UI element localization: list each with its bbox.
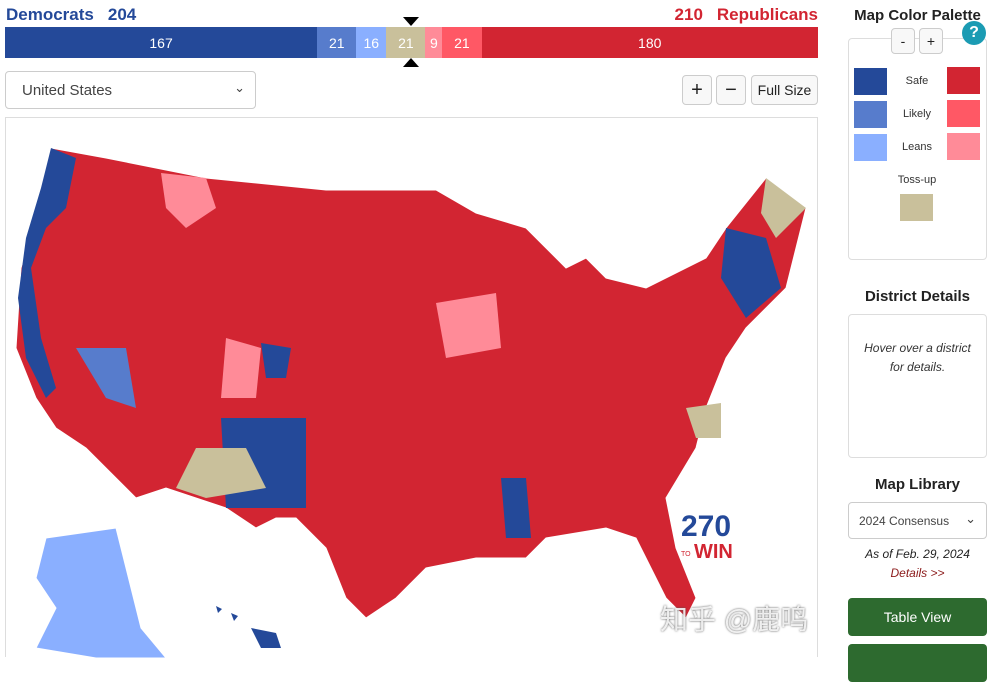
us-map-svg[interactable]: 270 TO WIN [6,118,819,659]
state-select-value: United States [22,82,113,99]
logo-to: TO [681,551,691,558]
palette-plus-button[interactable]: + [919,28,943,54]
district-group-ms-dem[interactable] [501,478,531,538]
district-details-title: District Details [864,288,971,305]
palette-title: Map Color Palette [854,7,981,24]
republicans-total: 210 Republicans [675,5,818,25]
logo-270: 270 [681,510,731,543]
bar-segment-leans-r: 9 [425,27,443,58]
label-tossup: Toss-up [897,174,937,186]
district-group-ne-dem[interactable] [721,228,781,318]
district-group-nv-likely[interactable] [76,348,136,408]
district-group-co-leans[interactable] [221,338,261,398]
green-button-lower[interactable] [848,644,987,682]
help-icon[interactable]: ? [962,21,986,45]
bar-segment-safe-r: 180 [481,27,818,58]
district-group-me-tossup[interactable] [761,178,806,238]
bar-segment-likely-d: 21 [317,27,357,58]
bar-segment-likely-r: 21 [442,27,482,58]
palette-box [848,38,987,260]
majority-marker-bottom [403,58,419,67]
label-leans: Leans [902,141,932,153]
as-of-date: As of Feb. 29, 2024 [865,547,970,561]
district-group-az-tossup[interactable] [176,448,266,498]
dem-label: Democrats [6,5,94,24]
majority-marker-top [403,17,419,26]
district-group-va-tossup[interactable] [686,403,721,438]
bar-segment-tossup: 21 [386,27,426,58]
rep-label: Republicans [716,5,818,24]
map-library-select[interactable]: 2024 Consensus ⌄ [848,502,987,539]
chevron-down-icon: ⌄ [234,80,245,95]
zoom-out-button[interactable]: − [716,75,746,105]
details-link[interactable]: Details >> [890,566,945,580]
swatch-safe-dem[interactable] [854,68,887,95]
label-likely: Likely [902,108,932,120]
district-map[interactable]: 270 TO WIN [5,117,819,659]
state-select[interactable]: United States ⌄ [5,71,256,109]
rep-count: 210 [674,5,703,24]
district-group-pacific-dem[interactable] [18,148,76,398]
map-library-title: Map Library [874,476,961,493]
dem-count: 204 [107,5,137,24]
district-group-mt-leans[interactable] [161,173,216,228]
swatch-safe-rep[interactable] [947,67,980,94]
district-group-co-dem[interactable] [261,343,291,378]
chevron-down-icon: ⌄ [965,511,976,526]
democrats-total: Democrats 204 [6,5,136,25]
seat-count-bar: 167 21 16 21 9 21 180 [5,27,818,58]
full-size-button[interactable]: Full Size [751,75,818,105]
bar-segment-safe-d: 167 [5,27,318,58]
district-group-il-leans[interactable] [436,293,501,358]
contiguous-us[interactable] [15,147,807,619]
bar-segment-leans-d: 16 [356,27,387,58]
swatch-tossup[interactable] [900,194,933,221]
hawaii[interactable] [216,606,281,648]
alaska[interactable] [35,527,168,659]
label-safe: Safe [905,75,929,87]
watermark: 知乎 @鹿鸣 [660,604,809,635]
swatch-likely-dem[interactable] [854,101,887,128]
table-view-button[interactable]: Table View [848,598,987,636]
map-library-value: 2024 Consensus [859,514,950,528]
zoom-in-button[interactable]: + [682,75,712,105]
swatch-likely-rep[interactable] [947,100,980,127]
logo-win: WIN [694,541,733,563]
district-details-box: Hover over a district for details. [848,314,987,458]
palette-minus-button[interactable]: - [891,28,915,54]
swatch-leans-rep[interactable] [947,133,980,160]
swatch-leans-dem[interactable] [854,134,887,161]
